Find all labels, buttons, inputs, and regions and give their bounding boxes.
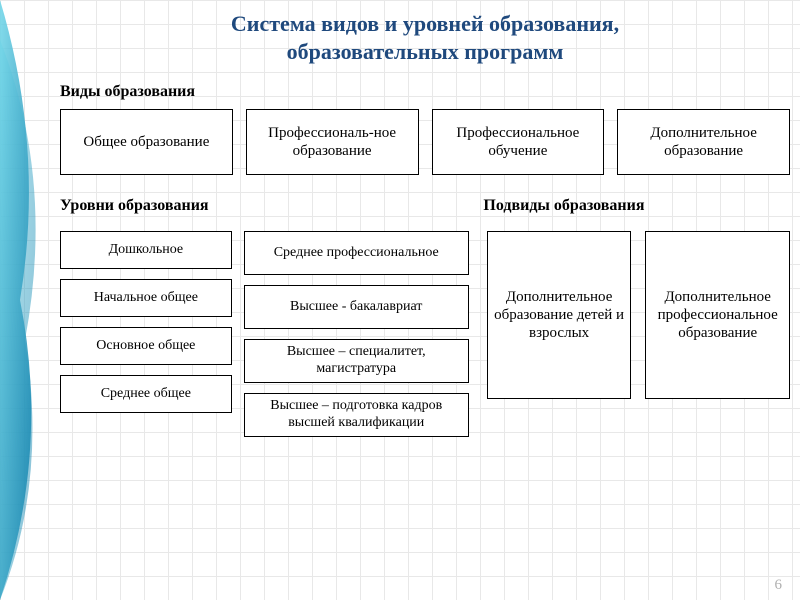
subtypes-area: Дополнительное образование детей и взрос… xyxy=(487,231,790,437)
level-box: Среднее общее xyxy=(60,375,232,413)
type-box: Профессиональное обучение xyxy=(432,109,605,175)
mid-labels-row: Уровни образования Подвиды образования xyxy=(60,197,790,223)
section-label-types: Виды образования xyxy=(60,83,790,101)
main-content: Система видов и уровней образования, обр… xyxy=(60,10,790,590)
types-row: Общее образование Профессиональ-ное обра… xyxy=(60,109,790,175)
section-label-levels: Уровни образования xyxy=(60,197,483,215)
level-box: Высшее – специалитет, магистратура xyxy=(244,339,469,383)
type-box: Общее образование xyxy=(60,109,233,175)
levels-area: Дошкольное Начальное общее Основное обще… xyxy=(60,231,469,437)
section-label-subtypes: Подвиды образования xyxy=(483,197,790,215)
side-decoration xyxy=(0,0,55,600)
type-box: Профессиональ-ное образование xyxy=(246,109,419,175)
levels-col-right: Среднее профессиональное Высшее - бакала… xyxy=(244,231,469,437)
lower-area: Дошкольное Начальное общее Основное обще… xyxy=(60,231,790,437)
type-box: Дополнительное образование xyxy=(617,109,790,175)
level-box: Среднее профессиональное xyxy=(244,231,469,275)
page-title: Система видов и уровней образования, обр… xyxy=(60,10,790,65)
page-number: 6 xyxy=(775,577,783,594)
subtype-box: Дополнительное профессиональное образова… xyxy=(645,231,790,399)
subtype-box: Дополнительное образование детей и взрос… xyxy=(487,231,632,399)
level-box: Высшее – подготовка кадров высшей квалиф… xyxy=(244,393,469,437)
level-box: Высшее - бакалавриат xyxy=(244,285,469,329)
level-box: Начальное общее xyxy=(60,279,232,317)
level-box: Основное общее xyxy=(60,327,232,365)
title-line-1: Система видов и уровней образования, xyxy=(231,11,619,36)
title-line-2: образовательных программ xyxy=(287,39,564,64)
level-box: Дошкольное xyxy=(60,231,232,269)
levels-col-left: Дошкольное Начальное общее Основное обще… xyxy=(60,231,232,437)
